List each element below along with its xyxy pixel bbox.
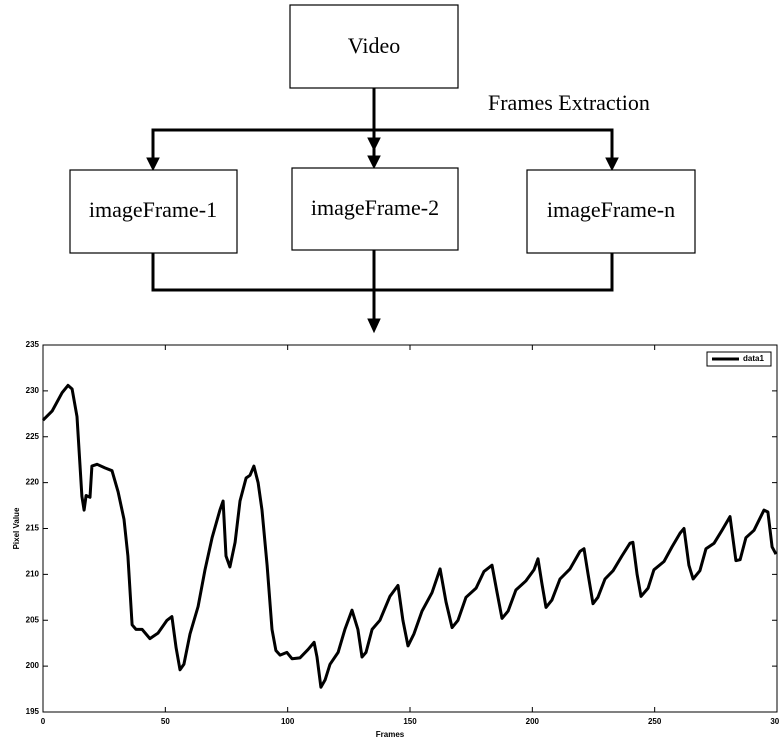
x-axis-label: Frames xyxy=(376,730,405,739)
arrow-head xyxy=(367,318,381,334)
node-label: Video xyxy=(348,33,400,58)
x-tick-label: 0 xyxy=(41,717,46,726)
merge-line xyxy=(151,250,614,320)
y-tick-label: 200 xyxy=(26,661,40,670)
node: imageFrame-n xyxy=(526,169,696,254)
y-tick-label: 205 xyxy=(26,615,40,624)
node-label: imageFrame-n xyxy=(547,197,675,222)
y-tick-label: 195 xyxy=(26,707,40,716)
node: imageFrame-1 xyxy=(69,169,238,254)
x-tick-label: 200 xyxy=(526,717,540,726)
split-line xyxy=(151,128,614,160)
y-tick-label: 230 xyxy=(26,386,40,395)
y-tick-label: 220 xyxy=(26,478,40,487)
node: imageFrame-2 xyxy=(291,167,459,251)
arrow-head xyxy=(367,137,381,152)
node-label: imageFrame-2 xyxy=(311,195,439,220)
x-tick-label: 250 xyxy=(648,717,662,726)
y-tick-label: 235 xyxy=(26,340,40,349)
connectors xyxy=(146,88,619,334)
x-tick-label: 100 xyxy=(281,717,295,726)
legend-label: data1 xyxy=(743,354,764,363)
y-tick-label: 215 xyxy=(26,524,40,533)
y-axis-label: Pixel Value xyxy=(12,507,21,549)
node-label: imageFrame-1 xyxy=(89,197,217,222)
y-tick-label: 210 xyxy=(26,569,40,578)
y-tick-label: 225 xyxy=(26,432,40,441)
arrow-heads xyxy=(146,155,619,172)
plot-frame xyxy=(42,344,778,713)
edge-label: Frames Extraction xyxy=(488,90,650,115)
x-tick-label: 150 xyxy=(403,717,417,726)
node: Video xyxy=(289,4,459,89)
x-tick-label: 300 xyxy=(770,717,779,726)
data-line xyxy=(41,383,778,689)
chart: 195 200 205 210 215 220 225 230 235 0 50 100 150 200 2… xyxy=(12,340,779,739)
x-tick-label: 50 xyxy=(161,717,170,726)
